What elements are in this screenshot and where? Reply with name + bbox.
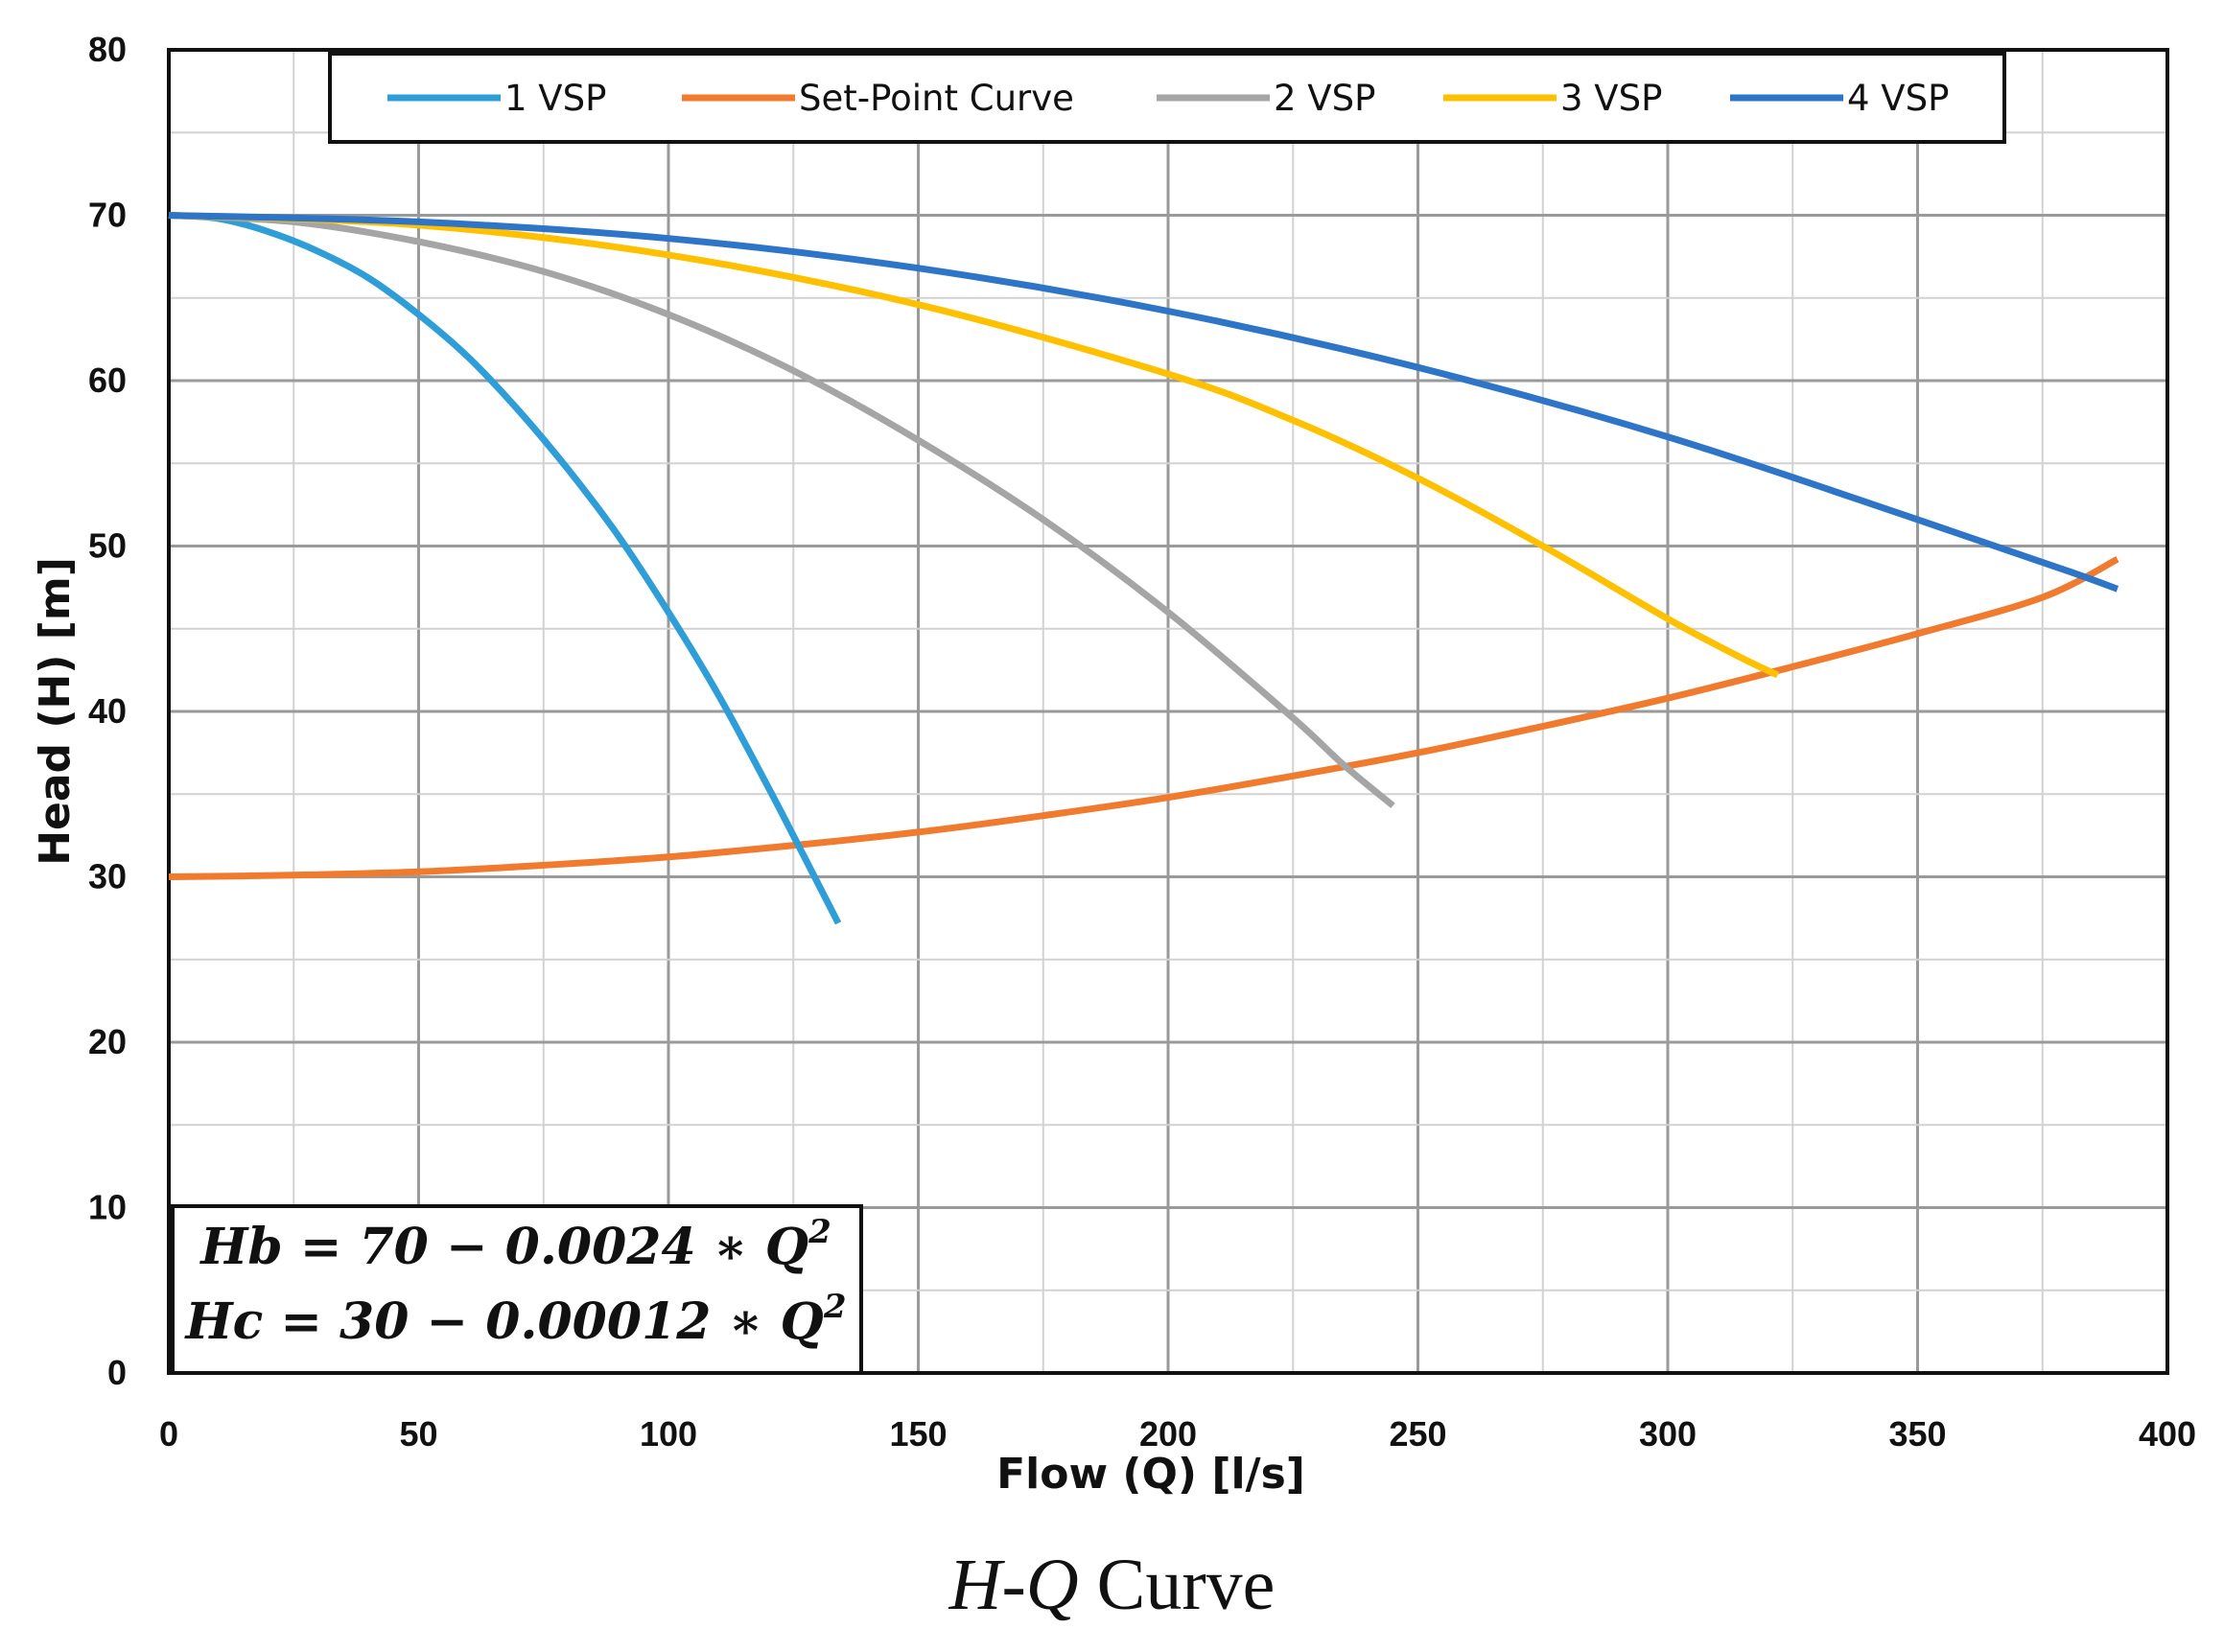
x-tick-label: 100 xyxy=(640,1414,697,1454)
caption-rest: Curve xyxy=(1078,1545,1276,1625)
equation-hb: Hb = 70 − 0.0024 ∗ Q2 xyxy=(199,1213,831,1276)
equation-hb-superscript: 2 xyxy=(808,1213,831,1251)
x-tick-label: 300 xyxy=(1639,1414,1697,1454)
legend-label-4-vsp: 4 VSP xyxy=(1847,78,1949,119)
legend: 1 VSP Set-Point Curve 2 VSP 3 VSP 4 VSP xyxy=(328,52,2006,144)
y-tick-label: 0 xyxy=(107,1353,127,1392)
equation-box: Hb = 70 − 0.0024 ∗ Q2 Hc = 30 − 0.00012 … xyxy=(171,1204,863,1375)
hq-chart: 0 50 100 150 200 250 300 350 400 0 10 20 30 40 50 60 70… xyxy=(31,30,2196,1499)
plot-area-frame xyxy=(167,48,2169,1375)
grid-lines xyxy=(167,48,2169,1375)
y-tick-label: 50 xyxy=(88,526,127,566)
series-line-set-point-curve xyxy=(168,556,2119,880)
legend-label-set-point-curve: Set-Point Curve xyxy=(799,78,1074,119)
caption-h: H xyxy=(948,1545,1002,1625)
y-tick-labels: 0 10 20 30 40 50 60 70 80 xyxy=(88,30,127,1392)
legend-label-1-vsp: 1 VSP xyxy=(504,78,606,119)
y-tick-label: 40 xyxy=(88,691,127,731)
equation-box-frame xyxy=(171,1204,863,1375)
equation-hc: Hc = 30 − 0.00012 ∗ Q2 xyxy=(183,1288,846,1351)
series-line-3-vsp xyxy=(168,212,1780,679)
y-tick-label: 60 xyxy=(88,361,127,400)
x-tick-label: 150 xyxy=(889,1414,947,1454)
equation-hc-superscript: 2 xyxy=(823,1288,847,1326)
x-tick-label: 350 xyxy=(1888,1414,1946,1454)
figure-caption: H-Q Curve xyxy=(0,1544,2224,1627)
y-tick-label: 10 xyxy=(88,1188,127,1227)
y-tick-label: 70 xyxy=(88,196,127,235)
x-tick-label: 200 xyxy=(1139,1414,1197,1454)
legend-label-2-vsp: 2 VSP xyxy=(1274,78,1375,119)
series-line-2-vsp xyxy=(168,212,1395,808)
x-axis-title: Flow (Q) [l/s] xyxy=(996,1450,1305,1499)
series-line-1-vsp xyxy=(168,212,842,925)
x-tick-labels: 0 50 100 150 200 250 300 350 400 xyxy=(159,1414,2196,1454)
x-tick-label: 250 xyxy=(1389,1414,1446,1454)
caption-q: Q xyxy=(1025,1545,1079,1625)
y-tick-label: 30 xyxy=(88,857,127,896)
legend-label-3-vsp: 3 VSP xyxy=(1560,78,1662,119)
y-tick-label: 20 xyxy=(88,1022,127,1061)
y-tick-label: 80 xyxy=(88,30,127,69)
x-tick-label: 50 xyxy=(399,1414,437,1454)
series-layer xyxy=(168,212,2119,925)
equation-hc-main: Hc = 30 − 0.00012 ∗ Q xyxy=(183,1292,823,1351)
x-tick-label: 400 xyxy=(2139,1414,2196,1454)
x-tick-label: 0 xyxy=(159,1414,178,1454)
equation-hb-main: Hb = 70 − 0.0024 ∗ Q xyxy=(199,1218,808,1276)
caption-dash: - xyxy=(1001,1545,1026,1625)
series-line-4-vsp xyxy=(168,212,2119,593)
y-axis-title: Head (H) [m] xyxy=(31,557,80,866)
